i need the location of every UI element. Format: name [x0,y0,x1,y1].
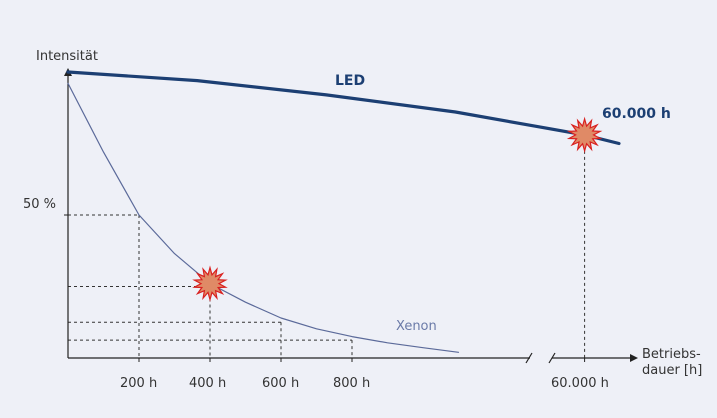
series-line-xenon [67,82,460,353]
axis-break-mark-1 [525,352,533,364]
burst-marker-xenon [192,265,228,302]
y-tick-label-50: 50 % [23,197,56,212]
x-axis-label-line-2: dauer [h] [642,363,702,378]
series-label-xenon: Xenon [396,319,437,334]
y-axis-label: Intensität [36,49,98,64]
series-label-led: LED [335,73,365,89]
x-tick-label-400h: 400 h [189,376,226,391]
x-tick-label-600h: 600 h [262,376,299,391]
x-tick-label-200h: 200 h [120,376,157,391]
x-tick-label-60000h: 60.000 h [551,376,609,391]
x-tick-label-800h: 800 h [333,376,370,391]
x-axis-arrow [630,354,638,362]
burst-marker-led [566,116,603,154]
annotation-60000h: 60.000 h [602,106,671,122]
x-axis-label-line-1: Betriebs- [642,347,701,362]
axis-break-mark-2 [548,352,556,364]
